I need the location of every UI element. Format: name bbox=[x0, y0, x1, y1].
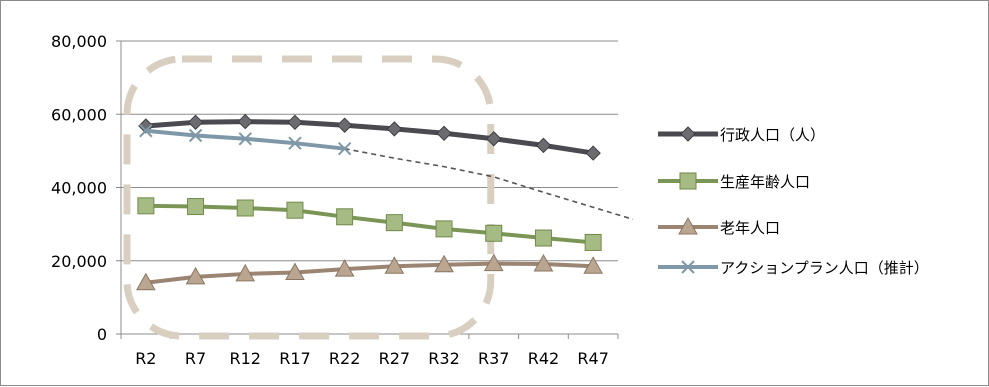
data-point bbox=[135, 272, 156, 291]
data-point bbox=[533, 254, 554, 272]
data-point bbox=[386, 121, 403, 137]
data-point bbox=[534, 229, 552, 247]
legend-label: 老年人口 bbox=[720, 219, 780, 237]
legend-entry-1: 生産年齢人口 bbox=[658, 172, 810, 191]
data-point bbox=[483, 253, 504, 272]
data-point bbox=[336, 117, 353, 133]
data-point bbox=[435, 220, 453, 238]
legend-marker bbox=[679, 172, 697, 190]
data-point bbox=[137, 197, 155, 215]
x-tick-label: R2 bbox=[135, 349, 156, 368]
data-point bbox=[585, 145, 601, 161]
data-point bbox=[535, 137, 552, 154]
x-tick-label: R17 bbox=[279, 349, 310, 368]
legend-label: アクションプラン人口（推計） bbox=[720, 259, 929, 277]
y-tick-label: 80,000 bbox=[51, 32, 107, 51]
series-line-2 bbox=[145, 261, 594, 285]
data-point bbox=[288, 136, 302, 150]
legend-marker bbox=[678, 216, 698, 235]
trend-dashed-line bbox=[344, 147, 634, 221]
legend-label: 生産年齢人口 bbox=[720, 173, 810, 191]
data-point bbox=[237, 113, 253, 130]
data-point bbox=[337, 141, 352, 156]
x-tick-labels: R2 R7 R12 R17 R22 R27 R32 R37 R42 R47 bbox=[135, 349, 609, 368]
data-point bbox=[287, 114, 303, 131]
x-marker-stroke bbox=[188, 128, 203, 143]
y-tick-labels: 0 20,000 40,000 60,000 80,000 bbox=[51, 32, 107, 344]
legend-marker bbox=[680, 126, 696, 142]
highlight-dashed-rect bbox=[123, 55, 495, 340]
y-tick-label: 20,000 bbox=[51, 252, 107, 271]
x-marker-stroke bbox=[681, 260, 695, 274]
highlight-region bbox=[123, 55, 495, 340]
x-marker-stroke bbox=[337, 141, 352, 156]
series-0 bbox=[138, 113, 601, 161]
x-tick-label: R47 bbox=[577, 349, 608, 368]
data-point bbox=[384, 256, 405, 274]
data-point bbox=[583, 256, 604, 274]
x-tick-label: R27 bbox=[379, 349, 410, 368]
trend-line bbox=[344, 147, 634, 221]
data-point bbox=[485, 224, 503, 242]
data-point bbox=[584, 233, 602, 251]
data-point bbox=[236, 199, 254, 217]
x-tick-label: R32 bbox=[428, 349, 459, 368]
series-1 bbox=[137, 197, 602, 251]
x-tick-label: R7 bbox=[185, 349, 206, 368]
legend-entry-0: 行政人口（人） bbox=[658, 126, 825, 144]
data-point bbox=[436, 125, 452, 142]
data-point bbox=[185, 266, 206, 285]
data-point bbox=[486, 131, 502, 147]
data-point bbox=[238, 132, 252, 146]
legend-marker bbox=[681, 260, 695, 274]
data-point bbox=[434, 254, 454, 273]
x-marker-stroke bbox=[238, 132, 252, 146]
data-point bbox=[334, 259, 355, 277]
y-tick-label: 40,000 bbox=[51, 179, 107, 198]
data-point bbox=[385, 214, 403, 232]
x-tick-label: R42 bbox=[528, 349, 559, 368]
series-group bbox=[135, 113, 604, 291]
data-point bbox=[285, 262, 305, 280]
data-point bbox=[187, 198, 205, 216]
axes bbox=[116, 40, 619, 339]
x-tick-label: R37 bbox=[478, 349, 509, 368]
data-point bbox=[187, 114, 204, 131]
x-marker-stroke bbox=[139, 124, 153, 138]
series-line-0 bbox=[145, 119, 594, 156]
grid-lines bbox=[121, 40, 618, 262]
series-3 bbox=[139, 124, 352, 156]
x-tick-label: R12 bbox=[230, 349, 261, 368]
data-point bbox=[286, 201, 304, 219]
data-point bbox=[235, 263, 256, 282]
data-point bbox=[139, 124, 153, 138]
legend-entry-2: 老年人口 bbox=[658, 216, 780, 237]
legend-entry-3: アクションプラン人口（推計） bbox=[658, 259, 929, 277]
series-line-1 bbox=[145, 203, 594, 245]
data-point bbox=[188, 128, 203, 143]
y-tick-label: 0 bbox=[97, 325, 107, 344]
legend-label: 行政人口（人） bbox=[720, 126, 825, 144]
x-tick-label: R22 bbox=[329, 349, 360, 368]
data-point bbox=[336, 208, 354, 226]
series-2 bbox=[135, 253, 604, 291]
y-tick-label: 60,000 bbox=[51, 105, 107, 124]
x-marker-stroke bbox=[288, 136, 302, 150]
